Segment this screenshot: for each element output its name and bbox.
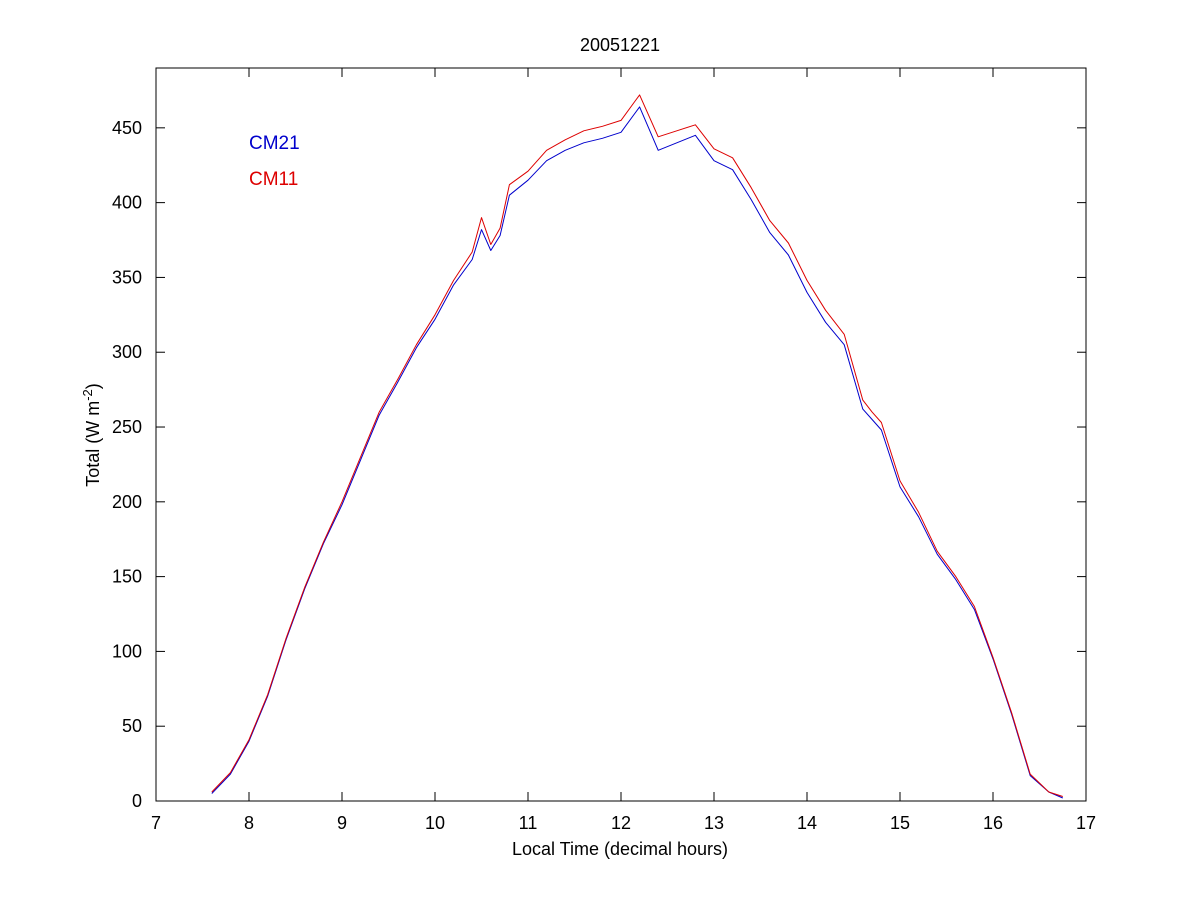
y-tick-label-9: 450 bbox=[112, 118, 142, 138]
y-axis-label: Total (W m-2) bbox=[80, 383, 104, 487]
chart-title: 20051221 bbox=[580, 35, 660, 55]
ticks-layer: 7 8 9 10 11 12 13 14 15 16 17 0 50 100 150 200 250 300 350… bbox=[112, 68, 1096, 833]
x-tick-label-3: 10 bbox=[425, 813, 445, 833]
x-tick-label-6: 13 bbox=[704, 813, 724, 833]
plot-area: 7 8 9 10 11 12 13 14 15 16 17 0 50 100 150 200 250 300 350… bbox=[112, 67, 1096, 833]
y-tick-label-8: 400 bbox=[112, 193, 142, 213]
legend-entry-cm21: CM21 bbox=[249, 133, 300, 154]
series-line-cm11 bbox=[211, 94, 1063, 797]
y-tick-label-7: 350 bbox=[112, 267, 142, 287]
x-tick-label-8: 15 bbox=[890, 813, 910, 833]
x-tick-label-7: 14 bbox=[797, 813, 817, 833]
y-axis-label-main: Total (W m bbox=[83, 401, 103, 487]
y-tick-label-4: 200 bbox=[112, 492, 142, 512]
y-axis-label-close: ) bbox=[83, 383, 103, 389]
legend: CM21 CM11 bbox=[249, 133, 300, 190]
y-tick-label-3: 150 bbox=[112, 567, 142, 587]
y-tick-label-5: 250 bbox=[112, 417, 142, 437]
x-axis-label: Local Time (decimal hours) bbox=[512, 839, 728, 859]
y-tick-label-1: 50 bbox=[122, 716, 142, 736]
x-tick-label-2: 9 bbox=[337, 813, 347, 833]
y-tick-label-0: 0 bbox=[132, 791, 142, 811]
x-tick-label-1: 8 bbox=[244, 813, 254, 833]
x-tick-label-10: 17 bbox=[1076, 813, 1096, 833]
series-layer bbox=[211, 94, 1063, 799]
x-tick-label-5: 12 bbox=[611, 813, 631, 833]
plot-frame bbox=[155, 67, 1087, 802]
x-tick-label-4: 11 bbox=[519, 813, 538, 833]
x-tick-label-9: 16 bbox=[983, 813, 1003, 833]
y-tick-label-2: 100 bbox=[112, 641, 142, 661]
series-line-cm21 bbox=[211, 106, 1063, 799]
legend-entry-cm11: CM11 bbox=[249, 169, 298, 190]
x-tick-label-0: 7 bbox=[151, 813, 161, 833]
y-tick-label-6: 300 bbox=[112, 342, 142, 362]
y-axis-label-superscript: -2 bbox=[80, 389, 95, 401]
